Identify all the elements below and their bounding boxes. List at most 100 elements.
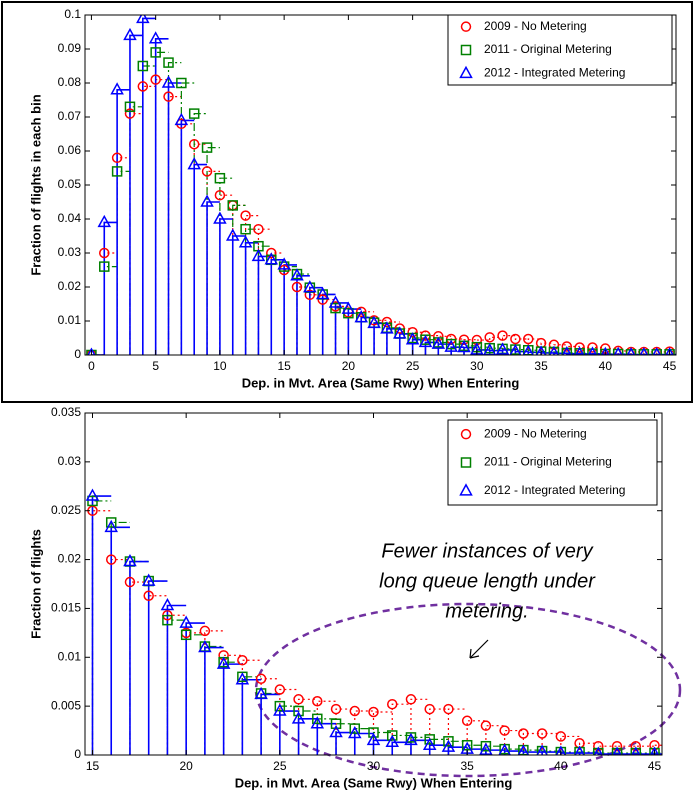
stair-step — [261, 693, 280, 755]
stair-step — [515, 339, 528, 355]
stair-step — [149, 581, 168, 755]
stair-step — [348, 313, 361, 355]
x-tick-label: 10 — [213, 359, 227, 373]
x-tick-label: 25 — [406, 359, 420, 373]
y-tick-label: 0.1 — [64, 7, 81, 21]
y-tick-label: 0.09 — [58, 41, 82, 55]
stair-step — [411, 699, 430, 755]
stair-step — [156, 39, 169, 355]
y-tick-label: 0.035 — [51, 405, 81, 419]
legend-label: 2009 - No Metering — [484, 426, 587, 440]
stair-step — [92, 511, 111, 755]
annotation: Fewer instances of very — [381, 540, 593, 562]
stair-step — [92, 496, 111, 755]
stair-step — [261, 694, 280, 755]
stair-step — [297, 276, 310, 355]
stair-step — [186, 635, 205, 755]
stair-step — [167, 620, 186, 755]
stair-step — [207, 148, 220, 355]
stair-step — [143, 86, 156, 355]
stair-step — [361, 317, 374, 355]
stair-step — [130, 114, 143, 355]
y-tick-label: 0.03 — [58, 454, 82, 468]
x-tick-label: 20 — [342, 359, 356, 373]
stair-step — [194, 165, 207, 355]
stair-step — [169, 63, 182, 355]
stair-step — [430, 709, 449, 755]
stair-step — [143, 18, 156, 355]
x-axis-label: Dep. in Mvt. Area (Same Rwy) When Enteri… — [235, 775, 513, 790]
stair-step — [111, 560, 130, 755]
x-tick-label: 40 — [599, 359, 613, 373]
stair-step — [181, 120, 194, 355]
x-tick-label: 15 — [86, 759, 100, 773]
stair-step — [246, 229, 259, 355]
y-tick-label: 0 — [74, 747, 81, 761]
stair-step — [233, 205, 246, 355]
annotation: long queue length under — [379, 570, 596, 592]
x-tick-label: 25 — [273, 759, 287, 773]
x-tick-label: 20 — [179, 759, 193, 773]
legend-label: 2012 - Integrated Metering — [484, 483, 625, 497]
stair-step — [261, 679, 280, 755]
x-tick-label: 15 — [277, 359, 291, 373]
stair-step — [194, 114, 207, 355]
y-tick-label: 0.015 — [51, 601, 81, 615]
y-tick-label: 0.03 — [58, 245, 82, 259]
stair-step — [92, 501, 111, 755]
x-tick-label: 40 — [554, 759, 568, 773]
y-tick-label: 0.01 — [58, 649, 82, 663]
stair-step — [156, 80, 169, 355]
y-tick-label: 0.02 — [58, 279, 82, 293]
y-tick-label: 0.02 — [58, 552, 82, 566]
stair-step — [258, 256, 271, 355]
stair-step — [258, 229, 271, 355]
stair-step — [374, 712, 393, 755]
stair-step — [297, 287, 310, 355]
stair-step — [242, 680, 261, 755]
stair-step — [224, 662, 243, 755]
stair-step — [104, 253, 117, 355]
stair-step — [361, 318, 374, 355]
stair-step — [104, 267, 117, 355]
x-tick-label: 35 — [534, 359, 548, 373]
x-tick-label: 45 — [648, 759, 662, 773]
stair-step — [181, 124, 194, 355]
stair-step — [220, 178, 233, 355]
stair-step — [348, 313, 361, 356]
stair-step — [130, 582, 149, 755]
stair-step — [156, 52, 169, 355]
y-axis-label: Fraction of flights in each bin — [28, 94, 43, 275]
legend-label: 2011 - Original Metering — [484, 455, 612, 469]
y-tick-label: 0 — [74, 347, 81, 361]
stair-step — [205, 631, 224, 755]
stair-step — [130, 35, 143, 355]
x-axis-label: Dep. in Mvt. Area (Same Rwy) When Enteri… — [242, 375, 520, 390]
stair-step — [149, 581, 168, 755]
y-tick-label: 0.01 — [58, 313, 82, 327]
x-tick-label: 0 — [88, 359, 95, 373]
stair-step — [323, 300, 336, 355]
stair-step — [224, 655, 243, 755]
annotation-arrow — [470, 640, 488, 658]
y-tick-label: 0.025 — [51, 503, 81, 517]
y-tick-label: 0.07 — [58, 109, 82, 123]
x-tick-label: 30 — [367, 759, 381, 773]
y-axis-label: Fraction of flights — [28, 529, 43, 639]
stair-step — [117, 158, 130, 355]
legend-label: 2012 - Integrated Metering — [484, 66, 625, 80]
x-tick-label: 5 — [152, 359, 159, 373]
stair-step — [246, 243, 259, 355]
stair-step — [169, 97, 182, 355]
y-tick-label: 0.05 — [58, 177, 82, 191]
legend-label: 2011 - Original Metering — [484, 42, 612, 56]
stair-step — [117, 171, 130, 355]
x-tick-label: 45 — [663, 359, 677, 373]
stair-step — [143, 66, 156, 355]
stair-step — [207, 202, 220, 355]
stair-step — [392, 704, 411, 755]
y-tick-label: 0.04 — [58, 211, 82, 225]
y-tick-label: 0.06 — [58, 143, 82, 157]
x-tick-label: 35 — [460, 759, 474, 773]
